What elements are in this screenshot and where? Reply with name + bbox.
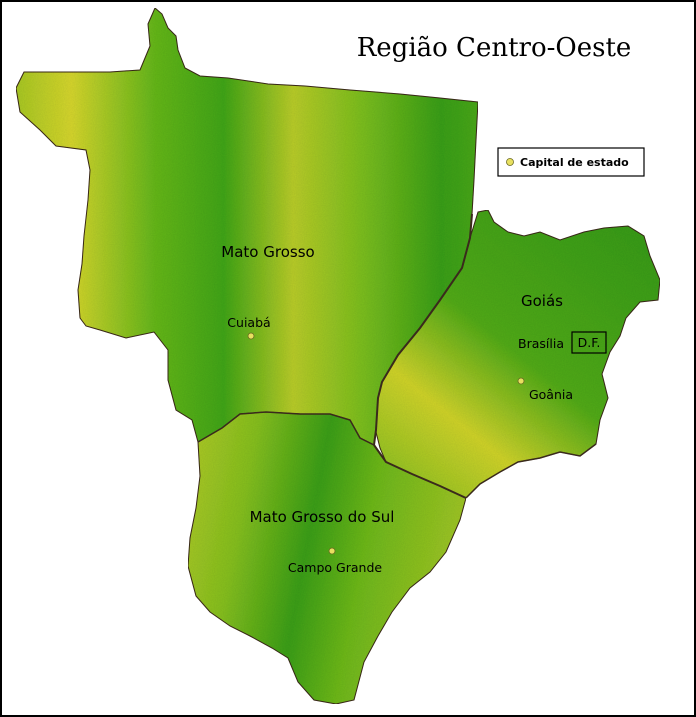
capital-marker-icon	[506, 158, 514, 166]
legend-label: Capital de estado	[520, 156, 629, 169]
capital-marker-icon	[328, 547, 336, 555]
state-label-goias: Goiás	[521, 292, 563, 310]
federal-district-label: D.F.	[578, 335, 601, 350]
capital-label-cuiaba: Cuiabá	[227, 315, 270, 330]
capital-label-goiania: Goânia	[529, 387, 573, 402]
border-go-ms	[373, 444, 467, 499]
state-label-mato-grosso-do-sul: Mato Grosso do Sul	[250, 508, 395, 526]
border-go-east	[465, 443, 597, 499]
border-mt-ms	[197, 411, 375, 446]
capital-label-campo-grande: Campo Grande	[288, 560, 382, 575]
capital-marker-icon	[247, 332, 255, 340]
capital-marker-icon	[517, 377, 525, 385]
state-label-mato-grosso: Mato Grosso	[221, 243, 314, 261]
map-title: Região Centro-Oeste	[357, 33, 632, 63]
capital-label-brasilia: Brasília	[518, 336, 564, 351]
federal-district-box	[571, 331, 607, 354]
border-mt-go	[373, 213, 473, 446]
legend: Capital de estado	[497, 147, 645, 177]
legend-box	[497, 147, 645, 177]
